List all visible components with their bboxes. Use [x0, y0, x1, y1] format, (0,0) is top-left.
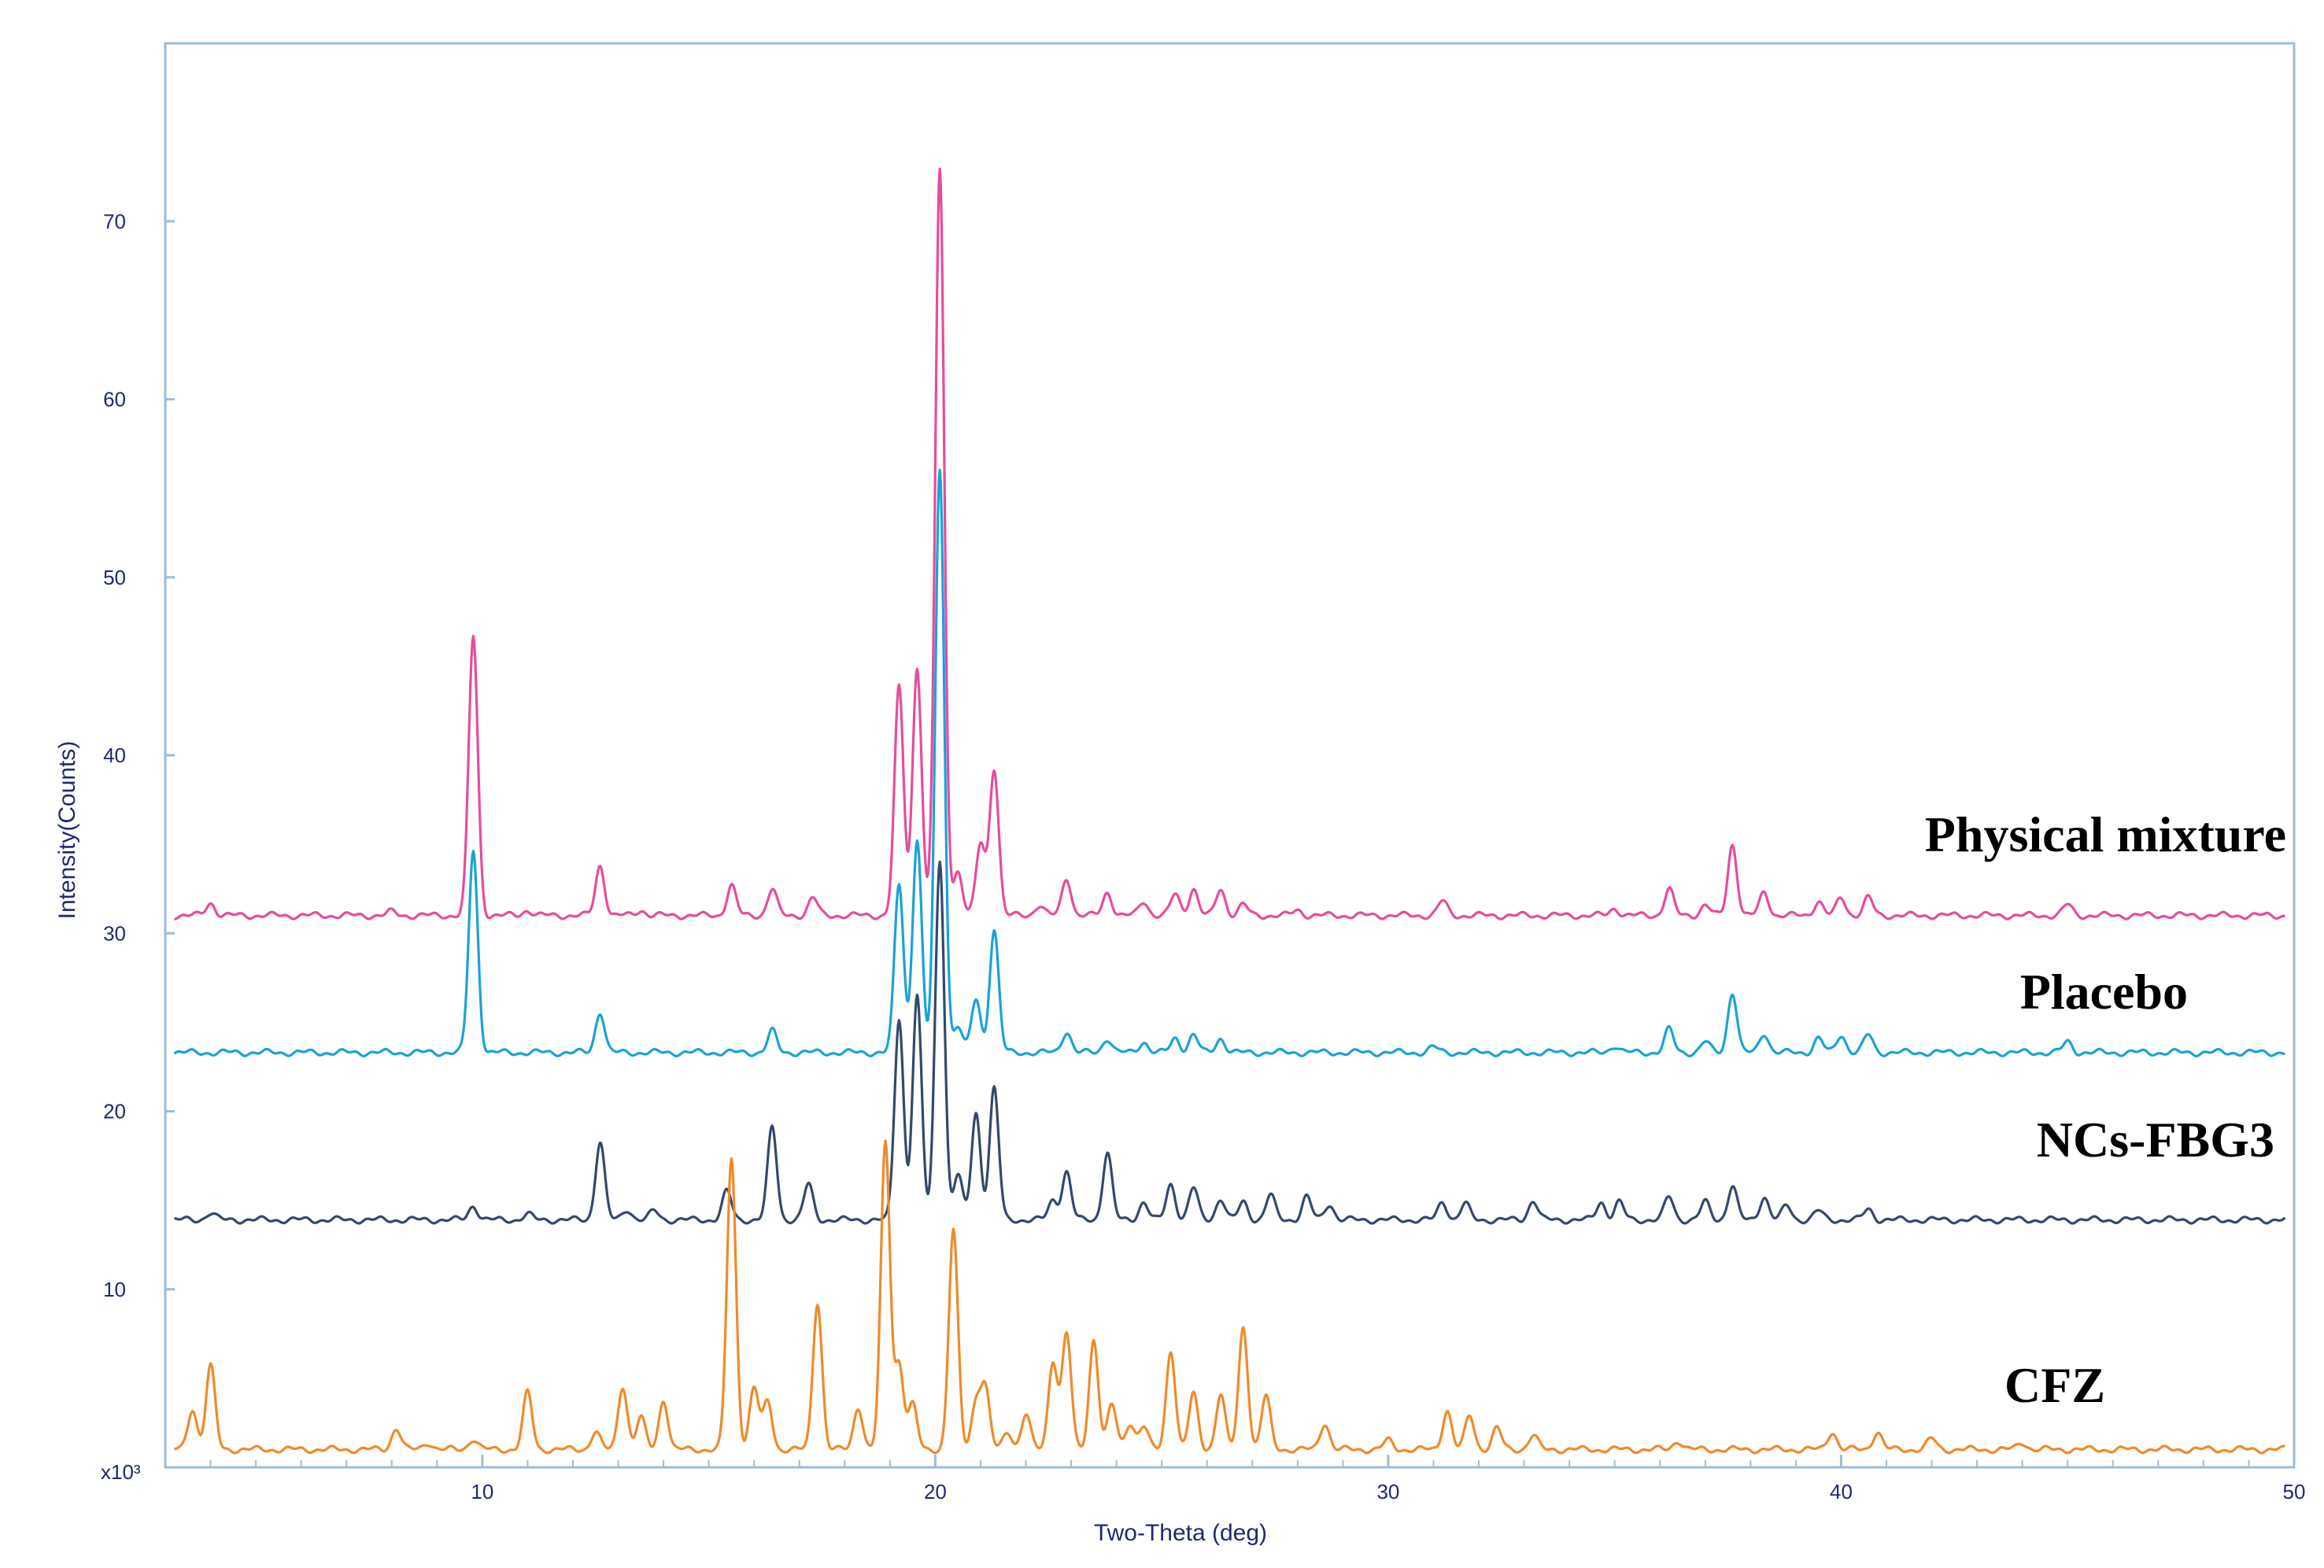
x-tick-label: 30	[1376, 1480, 1399, 1503]
series-line-physical-mixture	[174, 168, 2285, 921]
y-multiplier-label: x10³	[101, 1460, 141, 1484]
x-tick-label: 20	[924, 1480, 947, 1503]
series-label-physical-mixture: Physical mixture	[1925, 806, 2286, 862]
series-layer	[173, 168, 2286, 1455]
y-tick-label: 10	[103, 1278, 126, 1301]
y-axis-title: Intensity(Counts)	[54, 741, 80, 920]
y-tick-label: 50	[103, 566, 126, 589]
y-tick-label: 70	[103, 209, 126, 233]
x-axis-title: Two-Theta (deg)	[1094, 1520, 1267, 1546]
x-tick-label: 40	[1830, 1480, 1853, 1503]
series-label-layer: Physical mixture Placebo NCs-FBG3 CFZ	[1925, 806, 2286, 1413]
y-tick-label: 30	[103, 921, 126, 945]
x-tick-label: 10	[471, 1480, 493, 1503]
series-line-placebo	[173, 468, 2285, 1057]
x-tick-label: 50	[2283, 1480, 2306, 1503]
series-label-placebo: Placebo	[2020, 964, 2188, 1020]
series-label-cfz: CFZ	[2004, 1357, 2105, 1413]
y-tick-label: 60	[103, 388, 126, 411]
series-label-ncs-fbg3: NCs-FBG3	[2037, 1112, 2274, 1168]
y-tick-label: 40	[103, 743, 126, 767]
y-tick-label: 20	[103, 1100, 126, 1123]
x-axis: 10 20 30 40 50	[164, 1455, 2306, 1503]
y-axis: 10 20 30 40 50 60 70	[103, 209, 175, 1301]
series-line-ncs-fbg3	[174, 860, 2286, 1225]
series-line-cfz	[174, 1139, 2286, 1455]
